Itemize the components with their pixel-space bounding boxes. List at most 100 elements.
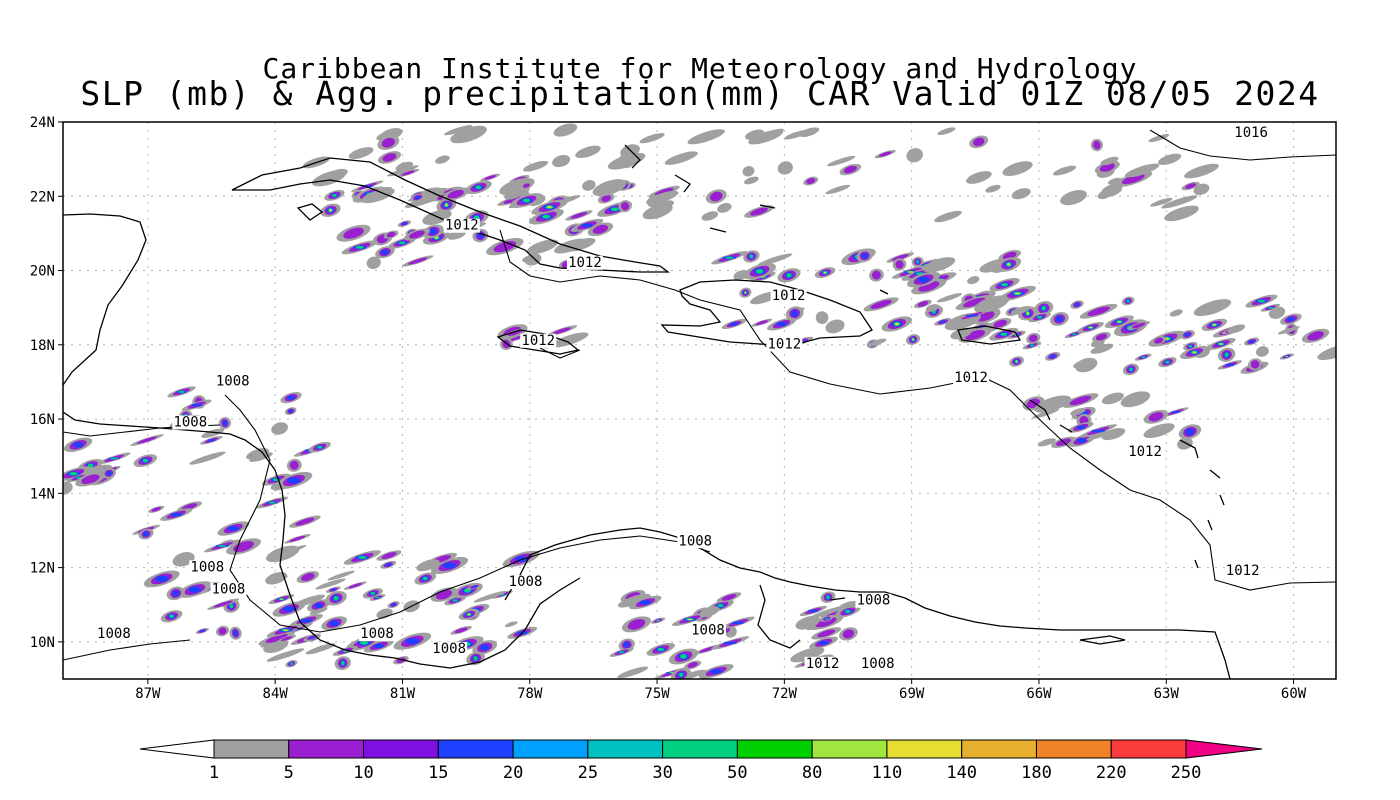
precip-shade [618, 651, 625, 654]
precip-shade [287, 395, 295, 400]
precip-shade [1227, 324, 1246, 334]
precip-shade [709, 668, 723, 674]
isobar-label-bg [214, 374, 251, 389]
precip-shade [475, 185, 482, 190]
precip-shade [1225, 363, 1235, 367]
colorbar-segment [886, 739, 963, 759]
precip-shade [806, 178, 816, 185]
precip-shade [784, 130, 809, 140]
precip-shade [678, 672, 684, 677]
isobar-labels: 1016 1012 1012 1012 1012 1012 1012 1012 1012 1008… [95, 125, 1270, 672]
isobar-label: 1016 [1234, 125, 1268, 141]
isobar-label: 1012 [768, 337, 802, 353]
precip-shade [1076, 425, 1086, 430]
precip-shade [810, 606, 845, 619]
precip-shade [777, 161, 793, 175]
isobar-label: 1008 [97, 626, 131, 642]
precip-shade [762, 128, 784, 138]
colorbar-label: 20 [503, 763, 523, 783]
colorbar-low-arrow [139, 739, 215, 759]
precip-shade [1250, 360, 1260, 369]
precip-shade [823, 271, 827, 274]
precip-shade [452, 599, 458, 602]
precip-shade [815, 617, 837, 628]
isobar-label-bg [507, 575, 544, 590]
precip-shade [687, 662, 698, 668]
precip-shade [1101, 184, 1123, 197]
isobar-label: 1008 [360, 626, 394, 642]
isobar-label: 1008 [861, 656, 895, 672]
isobar-label: 1008 [691, 622, 725, 638]
colorbar-label: 15 [428, 763, 448, 783]
precip-shade [607, 152, 646, 170]
precip-shade [1154, 337, 1164, 344]
precip-shade [547, 206, 552, 209]
precip-shade [1093, 140, 1101, 150]
precip-shade [499, 177, 535, 196]
precip-shade [1256, 346, 1269, 357]
precip-shade [507, 335, 524, 342]
coastlines [63, 144, 1231, 679]
precip-shade [266, 648, 305, 662]
precip-shade [213, 600, 233, 608]
precip-shade [701, 211, 719, 221]
precip-shade [917, 276, 930, 283]
precip-shade [309, 607, 328, 615]
precip-shade [934, 210, 962, 223]
precip-shade [1158, 153, 1182, 165]
precip-shade [401, 170, 415, 176]
sea-level-pressure-isobars [63, 129, 1336, 661]
precip-shade [744, 291, 747, 294]
precip-shade [229, 603, 234, 609]
isobar-label-bg [359, 627, 396, 642]
precip-shade [1124, 163, 1160, 178]
colorbar-label: 10 [353, 763, 373, 783]
precip-shade [861, 252, 868, 259]
precip-shade [1165, 360, 1170, 364]
precip-shade [967, 276, 980, 285]
isobar-label-bg [210, 582, 247, 597]
precip-shade [1070, 407, 1086, 416]
precip-shade [1170, 411, 1181, 414]
precip-shade [218, 627, 227, 635]
precip-shade [340, 660, 345, 666]
precip-shade [950, 327, 972, 340]
precip-shade [1056, 315, 1063, 323]
precip-shade [280, 636, 293, 641]
precip-shade [330, 588, 337, 591]
precip-shade [965, 314, 979, 317]
precip-shade [755, 320, 769, 326]
isobar-label-bg [1127, 445, 1164, 460]
colorbar-segment [736, 739, 813, 759]
precip-shade [965, 329, 986, 341]
precip-shade [401, 222, 407, 225]
precip-shade [842, 629, 855, 639]
precip-shade [776, 321, 787, 327]
precip-shade [1286, 316, 1295, 322]
precip-shade [381, 249, 389, 255]
precip-shade [81, 474, 100, 485]
lon-label: 84W [263, 686, 289, 702]
precip-shade [172, 590, 179, 597]
precip-shade [526, 239, 559, 254]
precip-shade [1307, 331, 1324, 341]
chart-title-line2: SLP (mb) & Agg. precipitation(mm) CAR Va… [80, 74, 1320, 113]
precip-shade [1086, 428, 1119, 441]
precip-shade [1193, 183, 1210, 196]
isobar-label-bg [766, 337, 803, 352]
lon-label: 87W [135, 686, 161, 702]
lat-label: 20N [30, 264, 55, 280]
precip-shade [444, 124, 473, 136]
colorbar-segment [662, 739, 738, 759]
precip-shade [381, 137, 395, 148]
precip-shade [817, 629, 836, 638]
precip-shade [610, 207, 619, 212]
isobar-label: 1012 [806, 656, 840, 672]
precip-shade [815, 311, 829, 325]
precip-shade [1192, 351, 1197, 354]
colorbar-label: 250 [1171, 763, 1202, 783]
precip-shade [818, 640, 829, 645]
precip-shade [63, 481, 73, 495]
precip-shade [923, 257, 956, 273]
precip-shade [939, 320, 946, 324]
